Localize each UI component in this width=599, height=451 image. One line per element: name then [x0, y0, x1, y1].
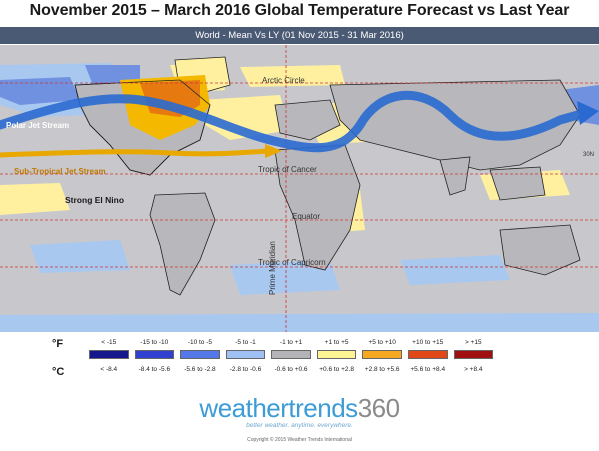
legend-c-range: -2.8 to -0.6	[229, 366, 262, 373]
legend-f-range: > +15	[464, 339, 482, 346]
legend-swatch	[407, 350, 448, 359]
polar-jet-stream-arrow	[0, 90, 590, 153]
warm-patch-arctic	[240, 65, 345, 87]
land-africa	[274, 144, 361, 271]
map-subtitle: World - Mean Vs LY (01 Nov 2015 - 31 Mar…	[0, 27, 599, 44]
logo-wordmark: weathertrends360	[199, 393, 400, 423]
land-australia	[499, 224, 581, 276]
legend-f-range: +5 to +10	[368, 339, 396, 346]
celsius-unit-label: °C	[52, 366, 65, 378]
copyright-notice: Copyright © 2015 Weather Trends Internat…	[247, 437, 352, 443]
temperature-legend: °F °C < -15 -15 to -10 -10 to -5 -5 to -…	[0, 336, 599, 382]
logo-tagline: better weather. anytime. everywhere.	[246, 422, 353, 429]
legend-c-range: -8.4 to -5.6	[138, 366, 171, 373]
land-india	[439, 156, 471, 196]
legend-swatch	[271, 350, 311, 359]
legend-f-range: +10 to +15	[412, 339, 444, 346]
legend-swatches	[86, 350, 496, 359]
land-south-america	[149, 192, 216, 296]
warm-patch-pacific-tropics	[0, 183, 70, 215]
cold-patch-south-atlantic	[230, 260, 340, 295]
polar-jet-stream-arrowhead	[577, 101, 599, 125]
el-nino-label: Strong El Nino	[65, 195, 125, 205]
cold-patch-far-south	[0, 313, 599, 332]
legend-f-range: -1 to +1	[279, 339, 303, 346]
north-america-outline	[74, 79, 211, 176]
logo-number: 360	[357, 393, 400, 423]
legend-c-range: > +8.4	[464, 366, 483, 373]
equator-label: Equator	[292, 212, 321, 221]
prime-meridian-label: Prime Meridian	[268, 241, 277, 295]
tropic-cancer-label: Tropic of Cancer	[258, 165, 317, 174]
legend-swatch	[362, 350, 402, 359]
legend-f-range: +1 to +5	[324, 339, 349, 346]
polar-jet-stream-label: Polar Jet Stream	[6, 121, 70, 130]
land-europe	[274, 99, 341, 141]
latitude-marker-label: 30N	[583, 152, 595, 158]
legend-c-range: +2.8 to +5.6	[364, 366, 400, 373]
page-title: November 2015 – March 2016 Global Temper…	[29, 2, 570, 19]
tropic-capricorn-label: Tropic of Capricorn	[258, 258, 326, 267]
cold-patch-north-pacific-deep	[0, 77, 80, 105]
fahrenheit-unit-label: °F	[52, 338, 64, 350]
legend-f-range: -5 to -1	[235, 339, 256, 346]
legend-swatch	[89, 350, 129, 359]
legend-f-range: < -15	[101, 339, 117, 346]
legend-c-range: +5.6 to +8.4	[410, 366, 446, 373]
legend-c-range: -5.6 to -2.8	[184, 366, 216, 373]
legend-swatch	[134, 350, 175, 359]
legend-swatch	[180, 350, 220, 359]
legend-swatch	[225, 350, 266, 359]
subtropical-jet-stream-label: Sub-Tropical Jet Stream	[14, 167, 106, 176]
legend-swatch	[316, 350, 357, 359]
weathertrends-logo: weathertrends360	[0, 393, 599, 424]
world-map: Arctic Circle Tropic of Cancer Equator T…	[0, 45, 599, 332]
fahrenheit-ranges: < -15 -15 to -10 -10 to -5 -5 to -1 -1 t…	[86, 339, 496, 346]
legend-f-range: -15 to -10	[140, 339, 169, 346]
map-graphic	[0, 45, 599, 332]
land-southeast-asia	[489, 166, 546, 201]
logo-name: weathertrends	[199, 393, 358, 423]
arctic-circle-label: Arctic Circle	[262, 76, 305, 85]
celsius-ranges: < -8.4 -8.4 to -5.6 -5.6 to -2.8 -2.8 to…	[86, 366, 496, 373]
subtropical-jet-stream-arrow	[0, 148, 271, 158]
subtropical-jet-stream-arrowhead	[265, 144, 282, 158]
legend-c-range: +0.6 to +2.8	[319, 366, 354, 373]
legend-c-range: -0.6 to +0.6	[274, 366, 308, 373]
legend-f-range: -10 to -5	[187, 339, 213, 346]
legend-c-range: < -8.4	[100, 366, 118, 373]
cold-patch-indian	[400, 255, 510, 285]
legend-swatch	[453, 350, 494, 359]
cold-patch-south-pacific	[30, 240, 130, 273]
